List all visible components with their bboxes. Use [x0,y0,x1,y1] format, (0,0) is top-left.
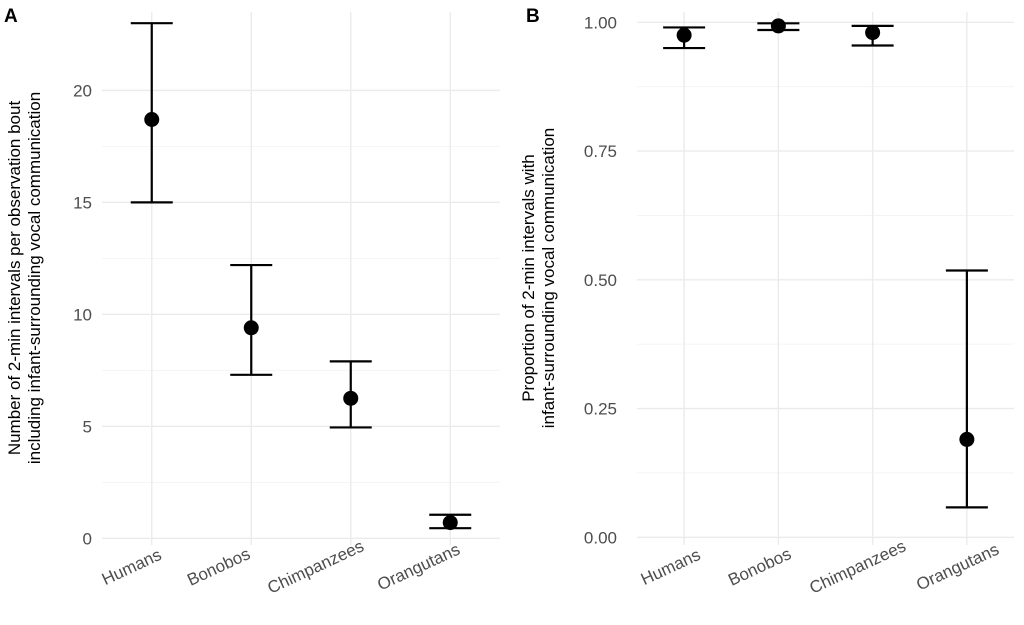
y-tick-label: 15 [73,193,92,212]
y-axis-title-line: Proportion of 2-min intervals with [519,154,538,402]
data-point [865,25,881,41]
data-point [442,515,458,531]
data-point [959,431,975,447]
y-tick-label: 1.00 [584,13,617,32]
x-tick-label: Humans [99,545,164,589]
y-axis-title-line: including infant-surrounding vocal commu… [25,92,44,464]
y-tick-label: 0.50 [584,271,617,290]
data-point [343,390,359,406]
x-tick-label: Orangutans [374,540,463,595]
data-point [676,27,692,43]
panel-label: A [4,6,18,27]
data-point [243,320,259,336]
y-tick-label: 0 [83,529,92,548]
panel-label: B [526,6,540,27]
y-tick-label: 0.75 [584,142,617,161]
y-axis-title: Proportion of 2-min intervals withinfant… [519,128,558,429]
x-tick-label: Chimpanzees [807,536,909,597]
y-axis-title: Number of 2-min intervals per observatio… [5,92,44,464]
x-tick-label: Humans [638,545,703,589]
x-tick-label: Bonobos [184,544,253,590]
x-tick-label: Chimpanzees [265,536,367,597]
x-tick-label: Orangutans [913,540,1002,595]
y-tick-label: 5 [83,417,92,436]
y-tick-label: 20 [73,81,92,100]
data-point [144,111,160,127]
x-tick-label: Bonobos [725,544,794,590]
y-tick-label: 0.00 [584,528,617,547]
y-axis-title-line: infant-surrounding vocal communication [539,128,558,429]
y-axis-title-line: Number of 2-min intervals per observatio… [5,101,24,456]
y-tick-label: 10 [73,305,92,324]
data-point [770,18,786,34]
y-tick-label: 0.25 [584,400,617,419]
